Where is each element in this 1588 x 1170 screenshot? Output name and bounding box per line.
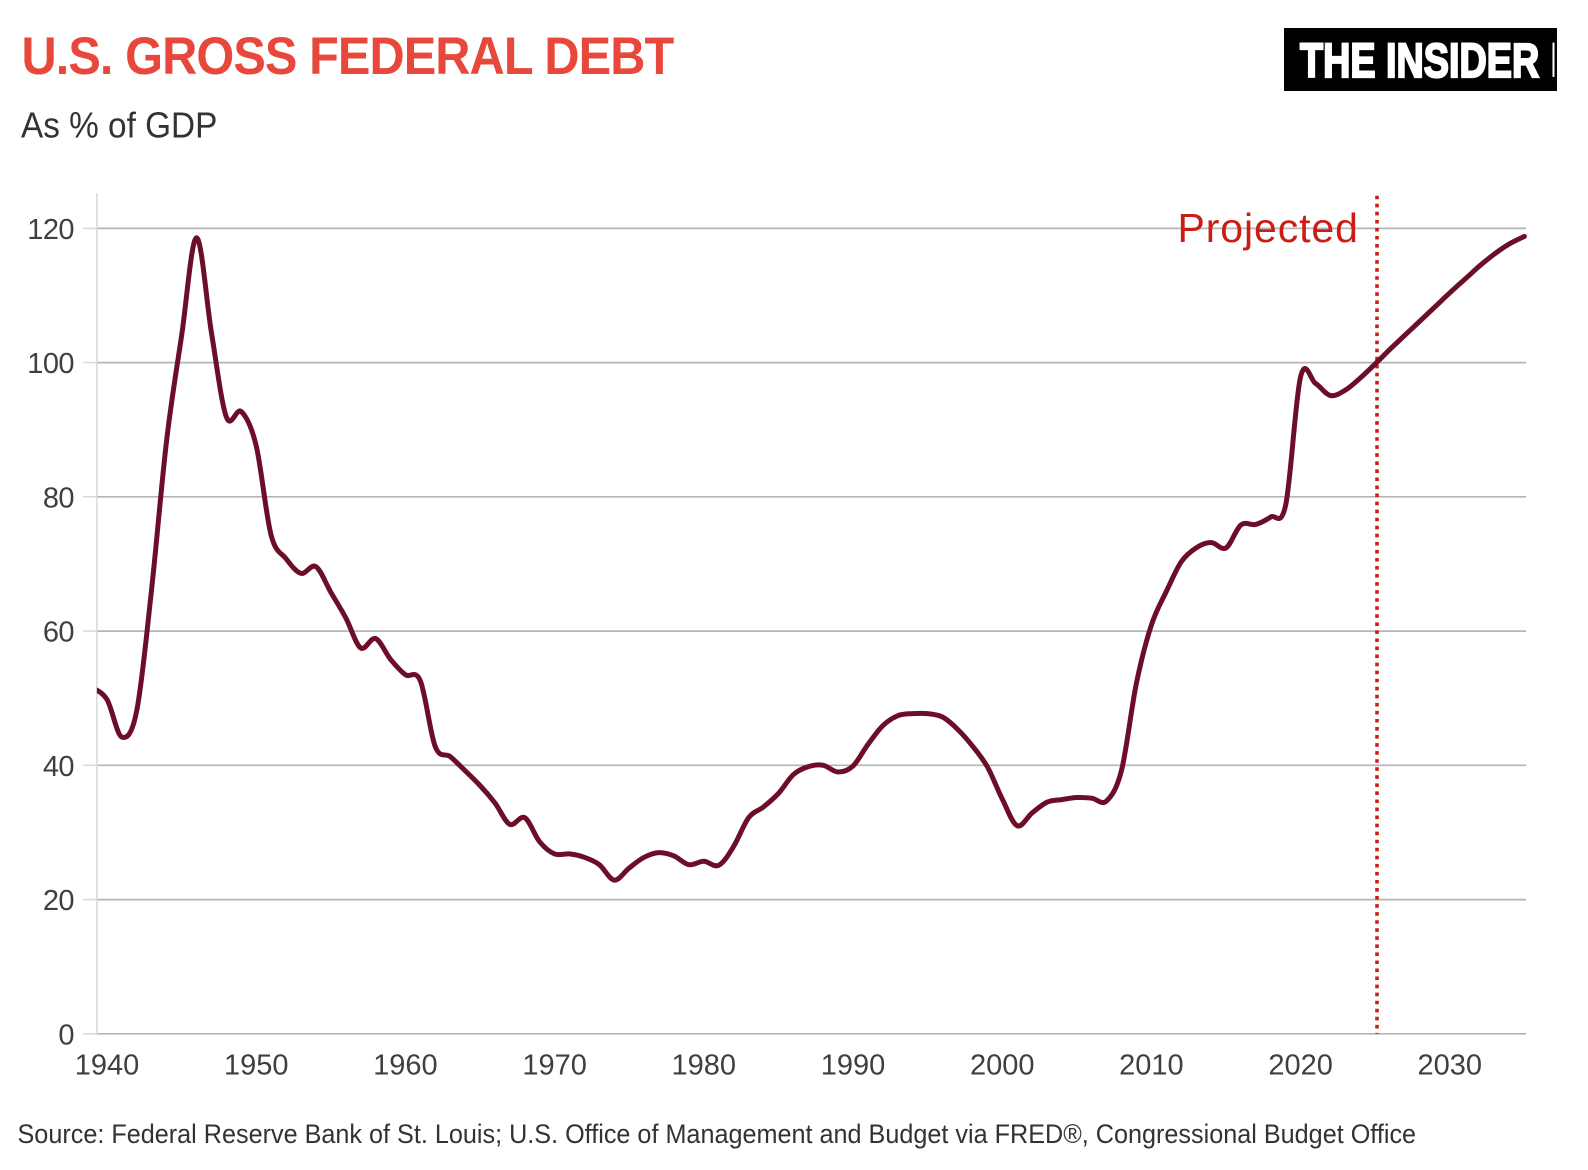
svg-text:60: 60 bbox=[43, 617, 74, 649]
svg-text:2020: 2020 bbox=[1268, 1050, 1333, 1082]
svg-text:0: 0 bbox=[58, 1019, 74, 1051]
svg-text:100: 100 bbox=[27, 348, 74, 380]
svg-text:As % of GDP: As % of GDP bbox=[21, 106, 217, 145]
svg-text:1980: 1980 bbox=[672, 1050, 737, 1082]
svg-text:Projected: Projected bbox=[1178, 205, 1359, 251]
svg-text:1940: 1940 bbox=[75, 1050, 140, 1082]
svg-text:THE INSIDER: THE INSIDER bbox=[1300, 35, 1539, 88]
svg-text:20: 20 bbox=[43, 885, 74, 917]
svg-text:1970: 1970 bbox=[522, 1050, 587, 1082]
svg-text:U.S. GROSS FEDERAL DEBT: U.S. GROSS FEDERAL DEBT bbox=[22, 26, 675, 85]
svg-text:2030: 2030 bbox=[1418, 1050, 1483, 1082]
svg-text:Source: Federal Reserve Bank o: Source: Federal Reserve Bank of St. Loui… bbox=[18, 1118, 1417, 1149]
svg-text:80: 80 bbox=[43, 482, 74, 514]
svg-text:120: 120 bbox=[27, 214, 74, 246]
svg-text:1960: 1960 bbox=[373, 1050, 438, 1082]
svg-text:40: 40 bbox=[43, 751, 74, 783]
svg-text:1990: 1990 bbox=[821, 1050, 886, 1082]
svg-text:2000: 2000 bbox=[970, 1050, 1035, 1082]
svg-text:1950: 1950 bbox=[224, 1050, 289, 1082]
svg-text:2010: 2010 bbox=[1119, 1050, 1184, 1082]
